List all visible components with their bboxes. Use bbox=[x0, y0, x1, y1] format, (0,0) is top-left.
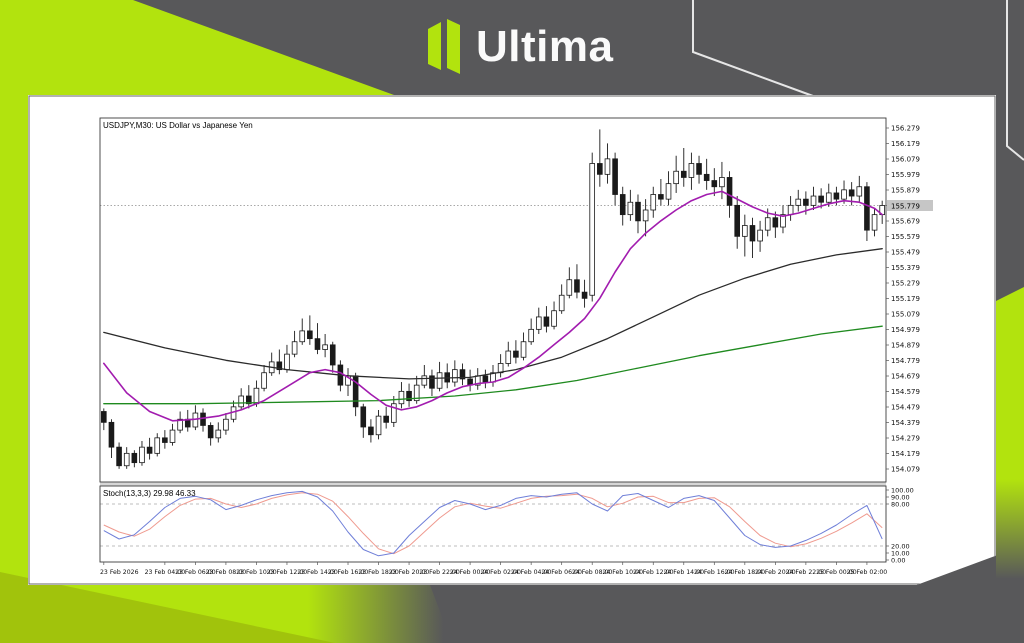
svg-text:154.379: 154.379 bbox=[891, 419, 920, 427]
bg-lime-wedge-right bbox=[996, 287, 1024, 643]
panel-border bbox=[28, 95, 996, 585]
svg-text:155.479: 155.479 bbox=[891, 249, 920, 257]
svg-text:10.00: 10.00 bbox=[891, 549, 910, 557]
svg-text:0.00: 0.00 bbox=[891, 556, 905, 564]
svg-text:154.879: 154.879 bbox=[891, 342, 920, 350]
svg-text:23 Feb 10:00: 23 Feb 10:00 bbox=[236, 569, 277, 576]
svg-text:24 Feb 22:00: 24 Feb 22:00 bbox=[786, 569, 827, 576]
svg-text:24 Feb 02:00: 24 Feb 02:00 bbox=[480, 569, 521, 576]
svg-text:23 Feb 16:00: 23 Feb 16:00 bbox=[328, 569, 369, 576]
svg-text:156.179: 156.179 bbox=[891, 140, 920, 148]
svg-text:155.279: 155.279 bbox=[891, 280, 920, 288]
bg-lime-wedge-topleft bbox=[0, 0, 394, 95]
svg-text:23 Feb 2026: 23 Feb 2026 bbox=[100, 569, 139, 576]
svg-text:23 Feb 18:00: 23 Feb 18:00 bbox=[358, 569, 399, 576]
svg-text:90.00: 90.00 bbox=[891, 493, 910, 501]
svg-text:154.279: 154.279 bbox=[891, 435, 920, 443]
chart-symbol-label: USDJPY,M30: US Dollar vs Japanese Yen bbox=[103, 121, 253, 130]
svg-text:154.679: 154.679 bbox=[891, 373, 920, 381]
svg-text:20.00: 20.00 bbox=[891, 542, 910, 550]
current-price-badge bbox=[887, 200, 933, 211]
ultima-logo-icon bbox=[428, 19, 460, 74]
svg-text:23 Feb 14:00: 23 Feb 14:00 bbox=[297, 569, 338, 576]
svg-text:25 Feb 00:00: 25 Feb 00:00 bbox=[816, 569, 857, 576]
svg-text:156.079: 156.079 bbox=[891, 156, 920, 164]
svg-text:24 Feb 10:00: 24 Feb 10:00 bbox=[602, 569, 643, 576]
svg-text:154.079: 154.079 bbox=[891, 466, 920, 474]
svg-text:24 Feb 06:00: 24 Feb 06:00 bbox=[541, 569, 582, 576]
svg-text:24 Feb 14:00: 24 Feb 14:00 bbox=[663, 569, 704, 576]
svg-text:23 Feb 20:00: 23 Feb 20:00 bbox=[389, 569, 430, 576]
svg-text:24 Feb 04:00: 24 Feb 04:00 bbox=[511, 569, 552, 576]
svg-text:25 Feb 02:00: 25 Feb 02:00 bbox=[847, 569, 888, 576]
svg-text:154.579: 154.579 bbox=[891, 388, 920, 396]
svg-text:24 Feb 18:00: 24 Feb 18:00 bbox=[725, 569, 766, 576]
svg-text:23 Feb 08:00: 23 Feb 08:00 bbox=[206, 569, 247, 576]
bg-olive-triangle-bottomleft bbox=[0, 572, 335, 643]
svg-text:24 Feb 08:00: 24 Feb 08:00 bbox=[572, 569, 613, 576]
svg-text:100.00: 100.00 bbox=[891, 486, 914, 494]
bg-white-outline-right bbox=[1006, 0, 1024, 161]
svg-text:155.879: 155.879 bbox=[891, 187, 920, 195]
svg-text:23 Feb 12:00: 23 Feb 12:00 bbox=[267, 569, 308, 576]
window-separator bbox=[100, 482, 886, 486]
svg-text:155.979: 155.979 bbox=[891, 171, 920, 179]
bg-white-outline-center bbox=[692, 0, 814, 97]
bg-lime-strip-left bbox=[0, 95, 28, 643]
svg-text:155.379: 155.379 bbox=[891, 264, 920, 272]
svg-text:155.779: 155.779 bbox=[891, 202, 920, 210]
svg-text:23 Feb 04:00: 23 Feb 04:00 bbox=[145, 569, 186, 576]
svg-text:23 Feb 22:00: 23 Feb 22:00 bbox=[419, 569, 460, 576]
svg-text:24 Feb 00:00: 24 Feb 00:00 bbox=[450, 569, 491, 576]
brand-logo-text: Ultima bbox=[476, 22, 614, 71]
svg-text:155.679: 155.679 bbox=[891, 218, 920, 226]
svg-text:80.00: 80.00 bbox=[891, 500, 910, 508]
svg-text:154.979: 154.979 bbox=[891, 326, 920, 334]
svg-text:154.479: 154.479 bbox=[891, 404, 920, 412]
svg-text:154.779: 154.779 bbox=[891, 357, 920, 365]
svg-text:24 Feb 16:00: 24 Feb 16:00 bbox=[694, 569, 735, 576]
brand-logo: Ultima bbox=[428, 16, 613, 78]
svg-text:155.079: 155.079 bbox=[891, 311, 920, 319]
stochastic-indicator-label: Stoch(13,3,3) 29.98 46.33 bbox=[103, 489, 196, 498]
svg-text:156.279: 156.279 bbox=[891, 125, 920, 133]
svg-text:155.579: 155.579 bbox=[891, 233, 920, 241]
svg-text:24 Feb 20:00: 24 Feb 20:00 bbox=[755, 569, 796, 576]
candlestick-chart: 156.279 156.179 156.079 155.979 155.879 155.7… bbox=[28, 95, 996, 585]
svg-text:23 Feb 06:00: 23 Feb 06:00 bbox=[175, 569, 216, 576]
chart-panel: 156.279 156.179 156.079 155.979 155.879 155.7… bbox=[28, 95, 996, 585]
svg-text:24 Feb 12:00: 24 Feb 12:00 bbox=[633, 569, 674, 576]
svg-text:155.179: 155.179 bbox=[891, 295, 920, 303]
svg-text:154.179: 154.179 bbox=[891, 450, 920, 458]
